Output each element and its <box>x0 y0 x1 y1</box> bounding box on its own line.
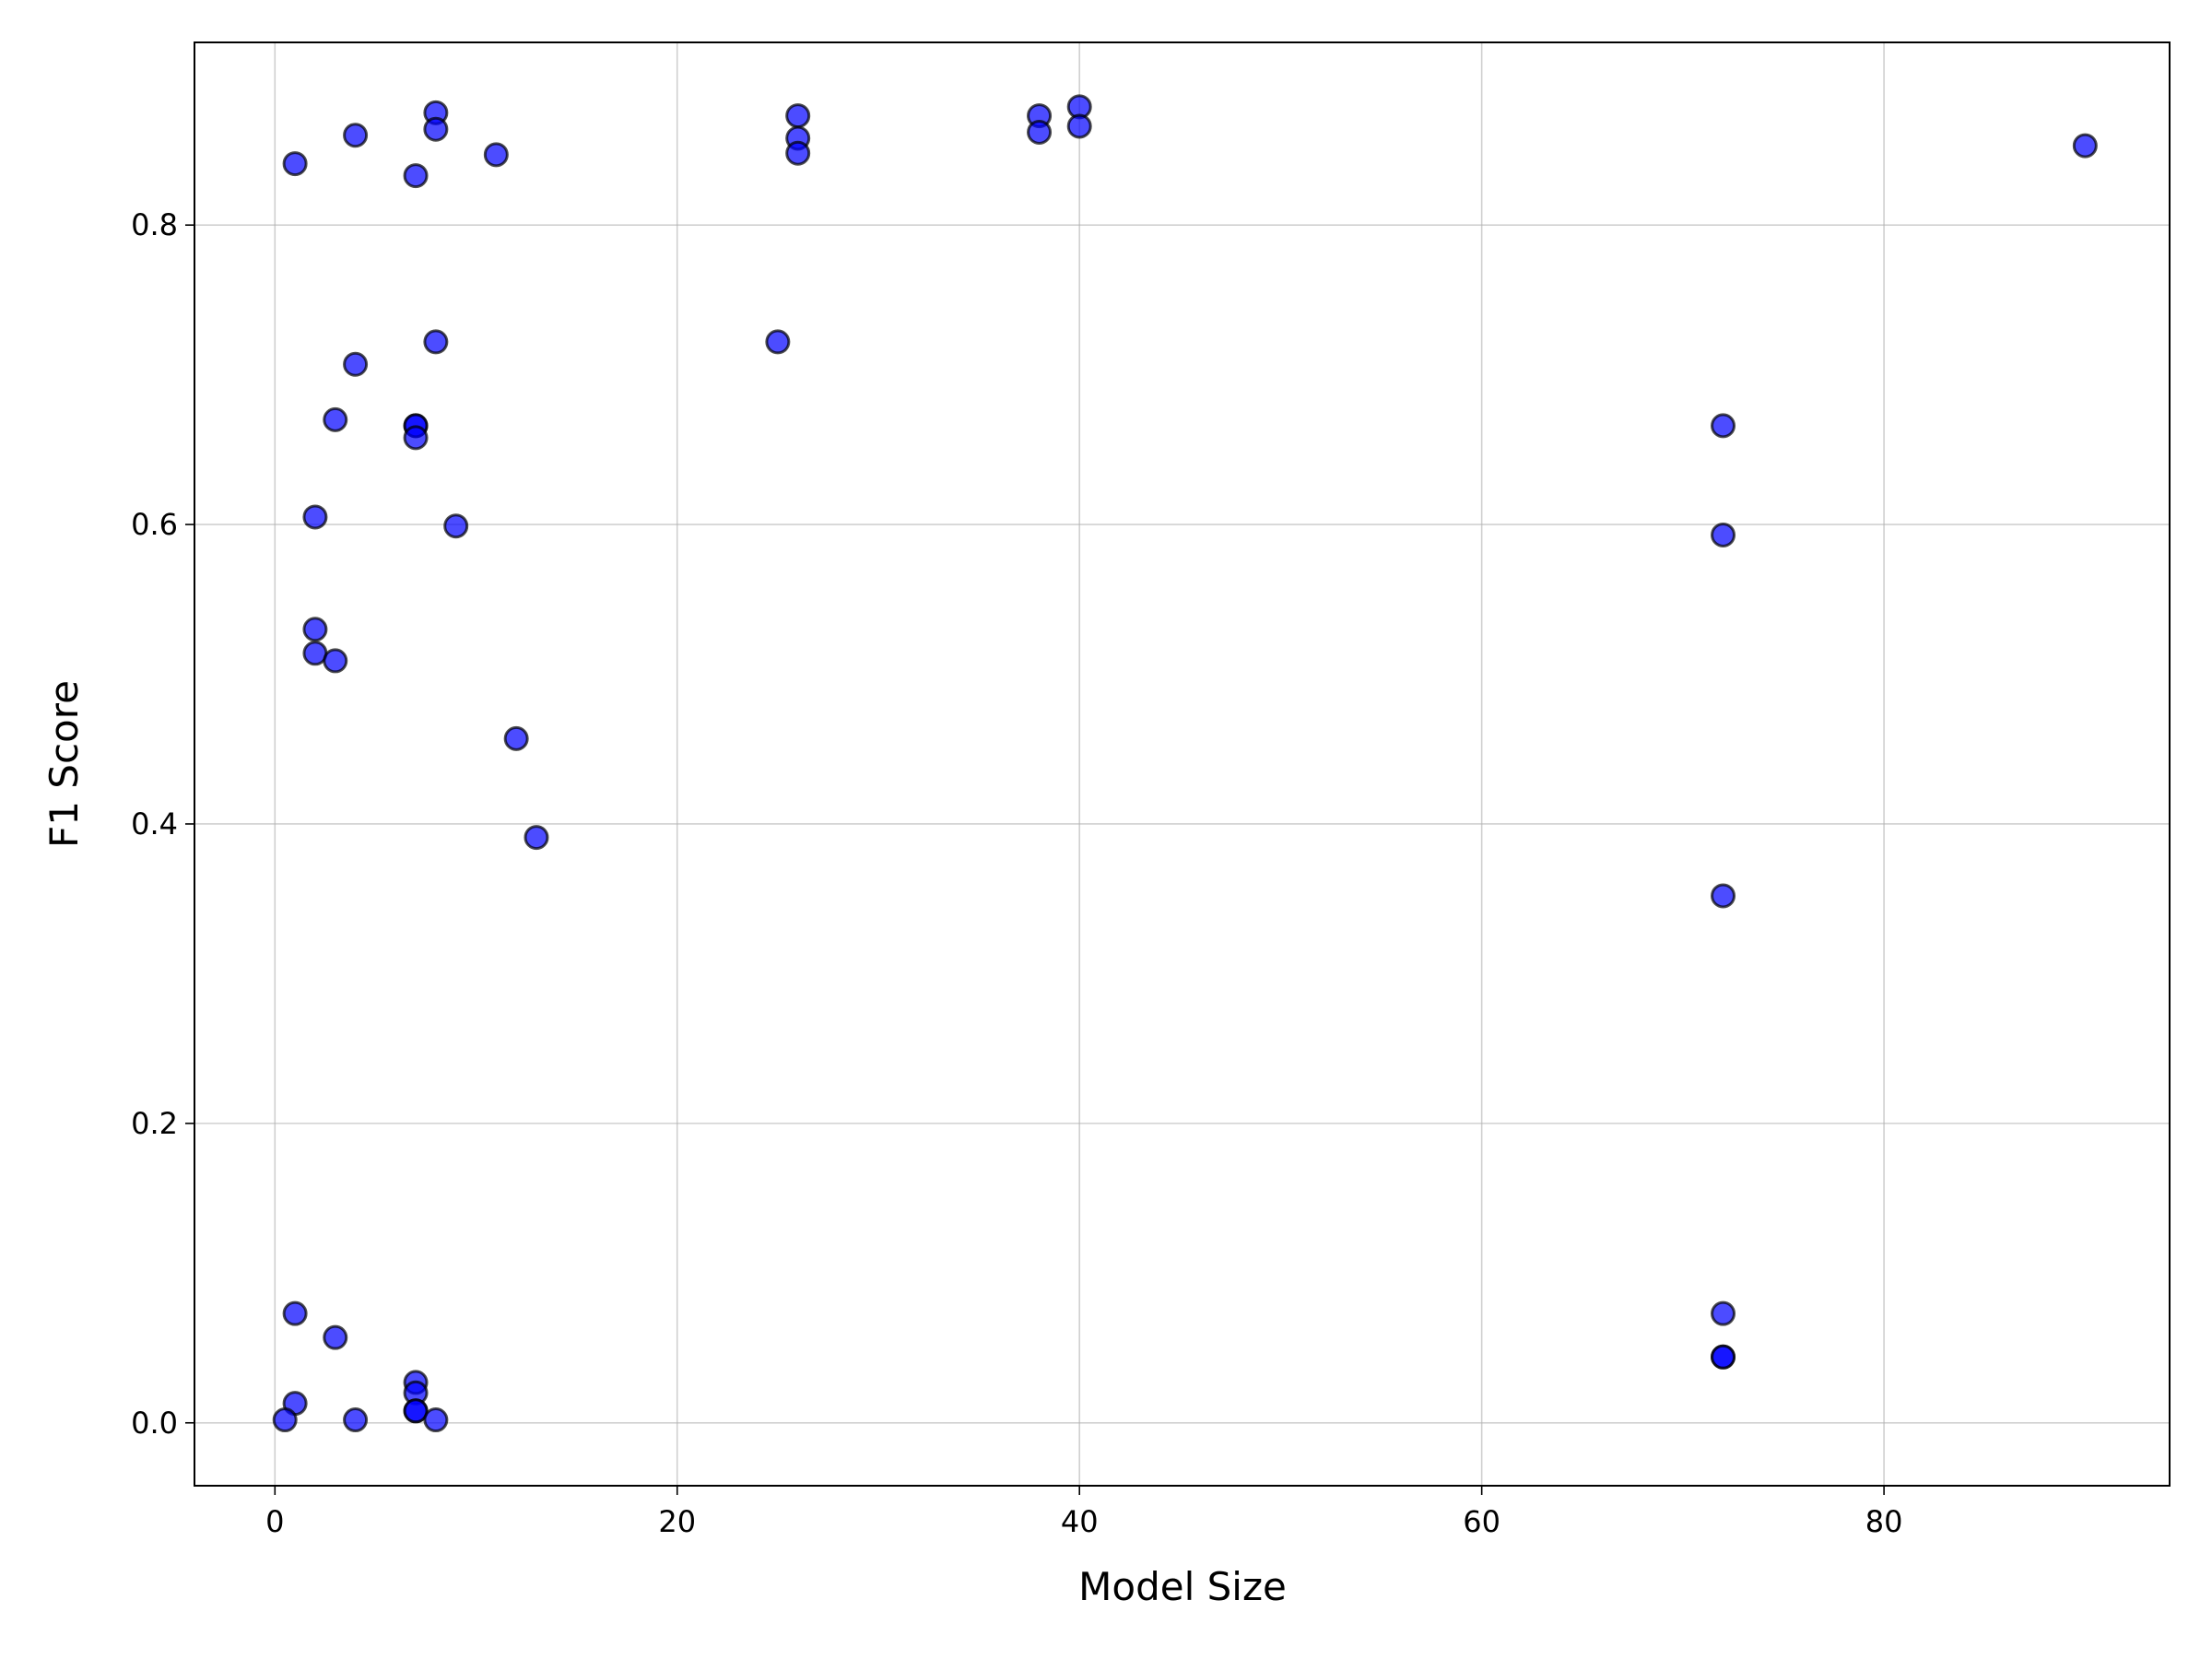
x-tick-label: 0 <box>265 1504 284 1539</box>
x-tick-label: 60 <box>1463 1504 1500 1539</box>
scatter-point <box>423 329 449 355</box>
data-points <box>272 94 2098 1433</box>
scatter-point <box>423 1407 449 1433</box>
scatter-point <box>765 329 791 355</box>
scatter-point <box>785 103 811 129</box>
scatter-point <box>323 1324 348 1350</box>
scatter-point <box>1711 883 1736 909</box>
scatter-point <box>302 504 328 530</box>
scatter-point <box>343 123 369 148</box>
scatter-point <box>403 1398 429 1424</box>
scatter-point <box>282 151 308 177</box>
scatter-point <box>443 513 469 539</box>
y-tick-label: 0.4 <box>131 806 178 841</box>
scatter-point <box>1711 413 1736 439</box>
scatter-point <box>503 725 529 751</box>
y-axis-label: F1 Score <box>41 680 87 848</box>
y-tick-label: 0.2 <box>131 1106 178 1141</box>
scatter-point <box>1711 1300 1736 1326</box>
scatter-point <box>1066 113 1092 139</box>
scatter-point <box>2072 133 2098 159</box>
scatter-point <box>483 142 509 168</box>
scatter-point <box>343 351 369 377</box>
scatter-point <box>423 116 449 142</box>
y-tick-label: 0.8 <box>131 207 178 242</box>
x-axis-label: Model Size <box>1078 1564 1287 1609</box>
x-tick-label: 80 <box>1865 1504 1903 1539</box>
y-tick-label: 0.0 <box>131 1406 178 1441</box>
x-tick-label: 40 <box>1061 1504 1099 1539</box>
grid-lines <box>194 42 2170 1486</box>
scatter-point <box>403 163 429 189</box>
y-tick-label: 0.6 <box>131 507 178 542</box>
scatter-point <box>403 425 429 451</box>
scatter-point <box>785 140 811 166</box>
scatter-point <box>1711 522 1736 547</box>
scatter-point <box>1027 119 1053 145</box>
scatter-point <box>323 406 348 432</box>
scatter-point <box>302 617 328 642</box>
x-tick-label: 20 <box>658 1504 696 1539</box>
scatter-point <box>524 825 549 851</box>
scatter-point <box>1711 1344 1736 1370</box>
scatter-point <box>282 1300 308 1326</box>
scatter-point <box>323 648 348 674</box>
plot-frame <box>194 41 2171 1487</box>
scatter-point <box>343 1407 369 1433</box>
scatter-point <box>272 1407 298 1433</box>
axis-ticks: 0 20 40 60 80 0.0 0.2 0.4 0.6 0.8 <box>131 207 1902 1539</box>
